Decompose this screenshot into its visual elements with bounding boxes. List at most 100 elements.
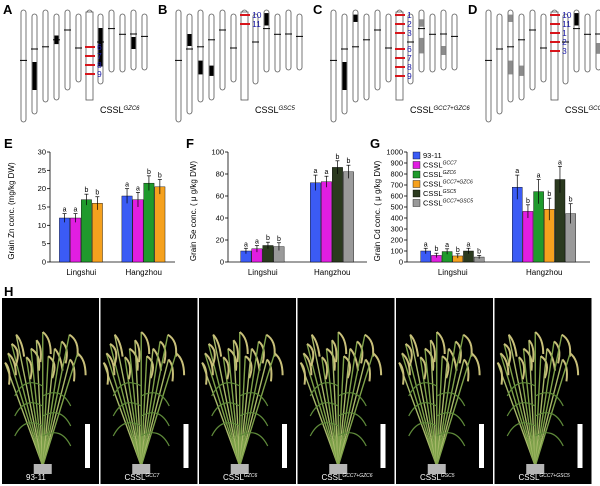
legend-swatch	[412, 189, 421, 198]
introgression-segment	[519, 65, 524, 76]
y-axis-label: Grain Se conc. ( μ g/kg DW)	[189, 161, 198, 262]
legend-swatch	[412, 180, 421, 188]
rice-stem	[409, 334, 438, 467]
marker-number: 2	[407, 19, 412, 29]
chromosome	[108, 9, 115, 73]
introgression-segment	[187, 34, 192, 46]
significance-letter: a	[558, 159, 562, 166]
rice-panicle	[441, 355, 450, 379]
group-label: Hangzhou	[526, 268, 562, 277]
rice-panicle	[109, 343, 118, 367]
rice-leaf	[211, 422, 241, 437]
group-label: Hangzhou	[314, 268, 350, 277]
rice-stem	[522, 348, 536, 467]
marker-number: 3	[407, 28, 412, 38]
rice-stem	[134, 340, 142, 467]
rice-stem	[30, 348, 44, 467]
rice-stem	[212, 334, 241, 467]
rice-stem	[337, 334, 366, 467]
significance-letter: a	[467, 241, 471, 248]
rice-leaf	[436, 412, 466, 427]
rice-panicle	[534, 331, 545, 355]
scale-bar	[282, 424, 287, 468]
rice-stem	[310, 334, 339, 467]
rice-panicle	[331, 339, 338, 363]
rice-stem	[227, 348, 241, 467]
legend-swatch	[412, 170, 421, 179]
rice-leaf	[239, 412, 269, 427]
target-chromosome	[240, 11, 249, 101]
y-tick-label: 60	[216, 192, 224, 201]
rice-panicle	[105, 352, 116, 376]
rice-panicle	[569, 352, 580, 376]
significance-letter: b	[547, 191, 551, 198]
rice-stem	[299, 362, 339, 467]
plant-caption: CSSLGCC7+GSC5	[519, 473, 571, 482]
rice-stem	[128, 348, 142, 467]
introgression-segment	[419, 19, 424, 27]
bar	[154, 186, 166, 263]
rice-stem	[436, 334, 465, 467]
rice-panicle	[507, 333, 518, 357]
significance-letter: a	[136, 185, 140, 192]
rice-stem	[140, 353, 177, 467]
significance-letter: a	[255, 239, 259, 246]
y-axis-label: Grain Zn conc. (mg/kg DW)	[7, 162, 16, 260]
scale-bar	[183, 424, 189, 468]
rice-panicle	[140, 331, 151, 355]
chromosome	[595, 9, 600, 71]
legend-swatch	[412, 199, 421, 207]
rice-stem	[239, 356, 246, 467]
chromosome	[562, 13, 569, 85]
rice-stem	[534, 353, 571, 467]
map-caption: CSSLGCC7+GSC5	[565, 105, 600, 115]
rice-leaf	[408, 402, 438, 417]
pot	[329, 464, 348, 474]
group-label: Hangzhou	[126, 268, 162, 277]
rice-panicle	[436, 331, 446, 355]
rice-stem	[140, 341, 161, 467]
plant-photo: CSSLGZC6	[199, 298, 296, 484]
rice-leaf	[42, 392, 72, 407]
rice-panicle	[47, 355, 56, 379]
rice-leaf	[14, 402, 44, 417]
chromosome	[285, 9, 292, 71]
rice-panicle	[175, 352, 186, 376]
significance-letter: a	[515, 168, 519, 175]
rice-panicle	[146, 355, 154, 379]
rice-stem	[15, 334, 44, 467]
rice-leaf	[14, 422, 44, 437]
introgression-segment	[596, 43, 600, 54]
rice-panicle	[321, 356, 329, 380]
introgression-segment	[264, 13, 269, 26]
marker-number: 9	[97, 69, 102, 79]
rice-leaf	[436, 392, 466, 407]
y-tick-label: 30	[38, 148, 46, 157]
panel-label-C: C	[313, 2, 323, 17]
panel-label-F: F	[186, 136, 194, 151]
rice-leaf	[211, 382, 241, 397]
y-tick-label: 40	[216, 214, 224, 223]
map-caption: CSSLGZC6	[100, 105, 140, 115]
rice-panicle	[102, 361, 110, 385]
rice-stem	[42, 356, 49, 467]
marker-number: 2	[562, 37, 567, 47]
rice-stem	[436, 348, 450, 467]
rice-stem	[42, 334, 71, 467]
chromosome	[197, 9, 204, 103]
bar	[81, 199, 92, 263]
rice-panicle	[134, 339, 141, 363]
bar	[321, 181, 332, 263]
rice-stem	[496, 362, 536, 467]
scale-bar	[479, 424, 484, 468]
chromosome	[42, 9, 49, 103]
introgression-segment	[441, 46, 446, 55]
rice-stem	[140, 348, 154, 467]
rice-leaf	[534, 392, 564, 407]
significance-letter: a	[244, 241, 248, 248]
rice-panicle	[419, 356, 427, 380]
